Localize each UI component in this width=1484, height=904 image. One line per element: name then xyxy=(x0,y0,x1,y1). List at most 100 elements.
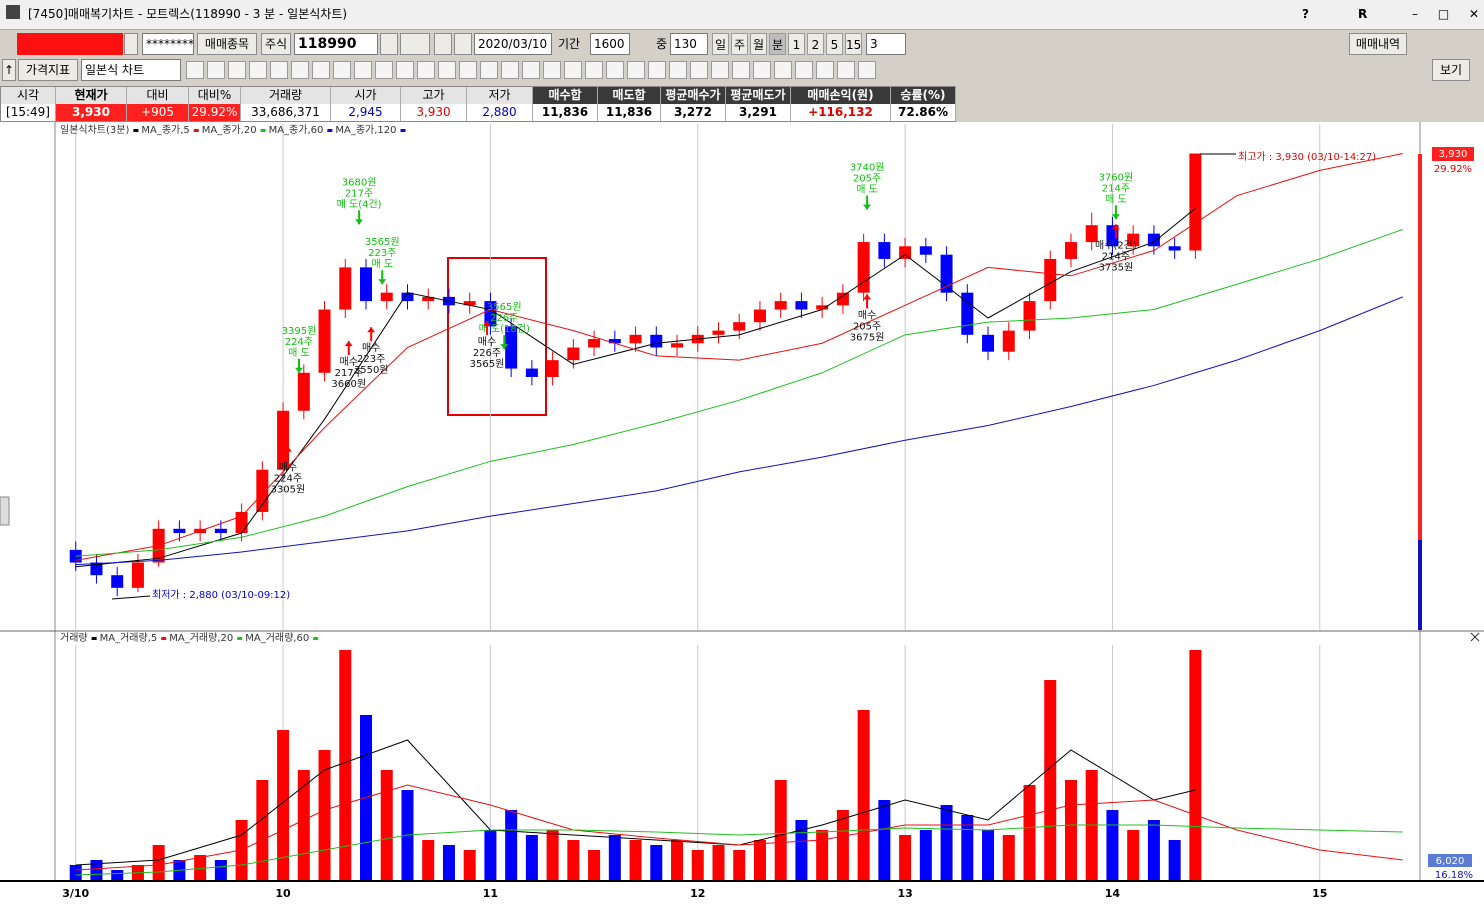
table-cell: 72.86% xyxy=(891,104,956,121)
date-input[interactable]: 2020/03/10 xyxy=(474,33,552,55)
tool-icon[interactable] xyxy=(564,61,582,79)
tool-icon[interactable] xyxy=(186,61,204,79)
table-cell: 2,880 xyxy=(467,104,533,121)
tool-icon[interactable] xyxy=(417,61,435,79)
interval-select[interactable]: 3 xyxy=(866,33,906,55)
candle-body xyxy=(318,309,331,373)
arrow-head xyxy=(482,320,491,326)
tool-icon[interactable] xyxy=(501,61,519,79)
tool-icon[interactable] xyxy=(816,61,834,79)
dropdown[interactable] xyxy=(124,33,138,55)
unit-button[interactable]: 월 xyxy=(750,33,767,55)
tool-icon[interactable] xyxy=(795,61,813,79)
volume-bar xyxy=(836,810,849,880)
candle-body xyxy=(671,343,684,348)
unit-button[interactable]: 주 xyxy=(731,33,748,55)
unit-button[interactable]: 5 xyxy=(826,33,843,55)
table-header: 평균매수가 xyxy=(661,87,726,104)
account[interactable]: ******** xyxy=(142,33,194,55)
arrow-head xyxy=(500,344,509,350)
view-button[interactable]: 보기 xyxy=(1432,59,1470,81)
volume-bar xyxy=(339,650,352,880)
tool-icon[interactable] xyxy=(732,61,750,79)
last-price-box xyxy=(1432,147,1474,161)
search[interactable] xyxy=(380,33,398,55)
unit-button[interactable]: 분 xyxy=(769,33,786,55)
candle-body xyxy=(173,528,186,534)
candle-body xyxy=(256,469,269,512)
trade-label: 매수(2건) xyxy=(1095,239,1137,251)
tool-icon[interactable] xyxy=(774,61,792,79)
tool-icon[interactable] xyxy=(585,61,603,79)
tool-icon[interactable] xyxy=(270,61,288,79)
stock-button[interactable]: 매매종목 xyxy=(197,33,257,55)
tool-icon[interactable] xyxy=(291,61,309,79)
unit-button[interactable]: 1 xyxy=(788,33,805,55)
prev[interactable] xyxy=(454,33,472,55)
up-button[interactable]: ↑ xyxy=(2,59,16,81)
volume-bar xyxy=(69,865,82,880)
tool-icon[interactable] xyxy=(690,61,708,79)
unit-button[interactable]: 일 xyxy=(712,33,729,55)
mid-input[interactable]: 130 xyxy=(670,33,708,55)
tool-icon[interactable] xyxy=(648,61,666,79)
arrow-head xyxy=(355,219,364,225)
ma-line xyxy=(75,296,1403,566)
arrow-head xyxy=(294,367,303,373)
chart-type-select[interactable]: 일본식 차트 xyxy=(81,59,181,81)
tool-icon[interactable] xyxy=(858,61,876,79)
tool-icon[interactable] xyxy=(249,61,267,79)
volume-bar xyxy=(194,855,207,880)
arrow-head xyxy=(863,294,872,300)
indicator-button[interactable]: 가격지표 xyxy=(18,59,78,81)
tool-icon[interactable] xyxy=(522,61,540,79)
trade-label: 매수 xyxy=(858,309,876,321)
unit-button[interactable]: 15 xyxy=(845,33,862,55)
trade-label: 214주 xyxy=(1102,251,1130,262)
tool-icon[interactable] xyxy=(312,61,330,79)
next[interactable] xyxy=(434,33,452,55)
history-button[interactable]: 매매내역 xyxy=(1349,33,1407,55)
tool-icon[interactable] xyxy=(837,61,855,79)
candle-body xyxy=(1002,330,1015,352)
side-toggle[interactable] xyxy=(0,496,10,526)
code-input[interactable]: 118990 xyxy=(294,33,378,55)
tool-icon[interactable] xyxy=(669,61,687,79)
tool-icon[interactable] xyxy=(543,61,561,79)
trade-label: 205주 xyxy=(853,321,881,332)
volume-ratio: 16.18% xyxy=(1435,870,1473,881)
tool-icon[interactable] xyxy=(480,61,498,79)
volume-bar xyxy=(982,830,995,880)
sort[interactable] xyxy=(400,33,430,55)
tool-icon[interactable] xyxy=(375,61,393,79)
tool-icon[interactable] xyxy=(753,61,771,79)
candle-body xyxy=(235,511,248,534)
close-pane[interactable] xyxy=(1470,632,1480,642)
market-button[interactable]: 주식 xyxy=(261,33,291,55)
r-button[interactable]: R xyxy=(1358,7,1368,21)
trade-label: 3565원 xyxy=(365,236,400,248)
period-input[interactable]: 1600 xyxy=(590,33,630,55)
volume-bar xyxy=(318,750,331,880)
volume-bar xyxy=(546,830,559,880)
change-label: 29.92% xyxy=(1434,164,1472,175)
tool-icon[interactable] xyxy=(333,61,351,79)
candle-body xyxy=(961,292,974,335)
window-controls[interactable]: – □ ✕ xyxy=(1412,7,1484,21)
help-button[interactable]: ? xyxy=(1302,7,1309,21)
tool-icon[interactable] xyxy=(711,61,729,79)
candle-body xyxy=(608,339,621,344)
volume-bar xyxy=(899,835,912,880)
tool-icon[interactable] xyxy=(459,61,477,79)
tool-icon[interactable] xyxy=(627,61,645,79)
tool-icon[interactable] xyxy=(228,61,246,79)
trade-label: 3565원 xyxy=(470,358,505,370)
tool-icon[interactable] xyxy=(396,61,414,79)
unit-button[interactable]: 2 xyxy=(807,33,824,55)
x-tick-label: 3/10 xyxy=(62,887,89,900)
tool-icon[interactable] xyxy=(354,61,372,79)
tool-icon[interactable] xyxy=(438,61,456,79)
tool-icon[interactable] xyxy=(207,61,225,79)
tool-icon[interactable] xyxy=(606,61,624,79)
